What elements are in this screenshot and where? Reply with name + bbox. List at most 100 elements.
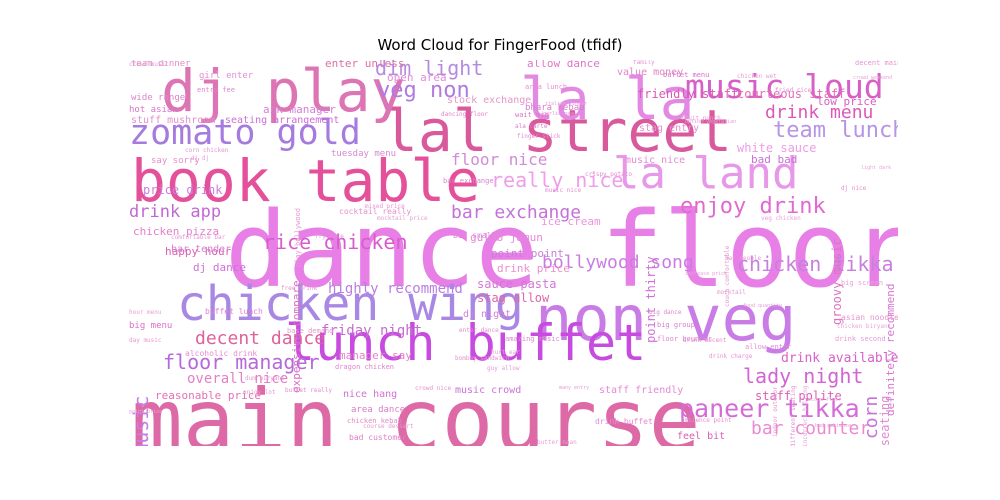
- word: bar tender: [171, 244, 232, 255]
- word: fried rice: [775, 87, 812, 94]
- word: fry rice: [315, 233, 344, 240]
- word: dance floor: [225, 189, 898, 311]
- word: crispy potato: [585, 171, 632, 178]
- word: crowd nice: [415, 385, 452, 392]
- word: floor nice: [451, 150, 548, 169]
- word: italian finger: [545, 101, 588, 107]
- word: enter dance: [459, 327, 499, 334]
- word: option vegetarian: [685, 119, 737, 125]
- word: mocktail price: [377, 215, 428, 222]
- word: allow enter: [745, 343, 792, 351]
- word: drink menu: [765, 102, 874, 123]
- word: point thirty: [644, 256, 658, 343]
- word: bombay sandwich: [455, 355, 510, 362]
- word: stag allow: [477, 291, 550, 305]
- word: chicken pizza: [133, 225, 220, 238]
- word: bad customer: [349, 433, 407, 442]
- word: stock exchange: [447, 95, 532, 106]
- word: gulab jamun: [470, 231, 543, 244]
- word: big screen: [841, 279, 884, 287]
- word: corn chicken: [185, 147, 229, 154]
- word: music loud: [685, 67, 884, 106]
- word: dancing floor: [441, 111, 488, 118]
- word: entry fee: [197, 86, 235, 94]
- word: free drink: [281, 285, 318, 292]
- word: light dark: [861, 165, 892, 171]
- word: white sauce: [737, 141, 817, 155]
- word: friendly staff: [637, 87, 739, 101]
- word: dj dance: [193, 261, 246, 274]
- word: buffet lunch: [205, 307, 263, 316]
- word: play bollywood: [294, 207, 302, 267]
- word: courteous staff: [737, 87, 846, 101]
- word: family: [633, 60, 655, 66]
- word: decent dance: [195, 328, 326, 349]
- word: drink decent: [683, 337, 727, 344]
- word: drink buffet: [595, 417, 653, 426]
- word: chicken biryani: [837, 323, 892, 330]
- word: non veg: [535, 282, 797, 355]
- word: happy hour: [165, 245, 232, 258]
- word: ice cream: [541, 215, 601, 228]
- word: indoor outdoor: [772, 386, 779, 437]
- word: dum biryani: [245, 375, 285, 382]
- word: team lunch: [773, 118, 898, 143]
- word: point point: [491, 247, 564, 260]
- word: fruit punch: [681, 115, 721, 122]
- word: friday night: [321, 323, 423, 339]
- word: staff polite: [755, 389, 842, 403]
- word: lady night: [743, 364, 864, 388]
- word: butter naan: [537, 439, 577, 446]
- word: bar exchange: [443, 177, 494, 185]
- word: price drink: [143, 183, 223, 197]
- word: stag entry: [639, 123, 700, 134]
- word: decent main: [855, 60, 898, 67]
- word: alcoholic drink: [185, 349, 258, 358]
- word: dim light: [375, 60, 484, 80]
- word: hot asian: [129, 105, 178, 115]
- word: drink charge: [709, 353, 753, 360]
- word: comfortable bar: [171, 234, 226, 241]
- word: music nice: [545, 187, 582, 194]
- word: food quantity: [743, 303, 783, 309]
- word: hour menu: [129, 309, 162, 316]
- word: base demand: [287, 327, 334, 335]
- word: really nice: [491, 168, 624, 192]
- word: course dessert: [363, 423, 414, 430]
- word: chicken wet: [737, 73, 777, 80]
- word: zomato gold: [129, 113, 361, 153]
- word: mixed price: [365, 203, 405, 210]
- word: value money: [617, 67, 684, 78]
- word: dj nice: [841, 185, 867, 192]
- word: allow dance: [527, 60, 600, 70]
- word: music crowd: [455, 385, 522, 396]
- word: sauce pasta: [477, 277, 557, 291]
- word: lunch buffet: [285, 314, 647, 372]
- word: floor bouncer: [657, 335, 712, 343]
- word: bar people: [725, 255, 762, 262]
- word: different seating: [790, 385, 797, 446]
- word: hurt ear: [491, 349, 520, 356]
- word: area lunch: [525, 83, 568, 91]
- word: low price: [817, 95, 877, 108]
- word: enter unless: [325, 60, 405, 70]
- word: girl enter: [199, 71, 254, 81]
- word: asian noodle: [841, 313, 898, 322]
- word: bad ambience: [815, 423, 852, 429]
- word: stuff mushroom: [131, 115, 216, 126]
- word: finger stick: [517, 133, 561, 140]
- word: manager say: [339, 349, 412, 362]
- word: team dinner: [131, 60, 191, 69]
- word: ala carte: [515, 123, 548, 130]
- word: drink available: [781, 351, 898, 366]
- word: big dance: [649, 309, 682, 316]
- word: guy allow: [487, 365, 520, 372]
- word: la la: [520, 65, 695, 133]
- word: many entry: [559, 385, 590, 391]
- word: la land: [613, 148, 799, 199]
- word: book table: [131, 147, 481, 215]
- word-cloud: dance floor main course lal street book …: [125, 60, 898, 446]
- word: cocktail really: [339, 207, 412, 216]
- word: ask manager: [263, 103, 336, 116]
- word: veg chicken: [761, 215, 801, 222]
